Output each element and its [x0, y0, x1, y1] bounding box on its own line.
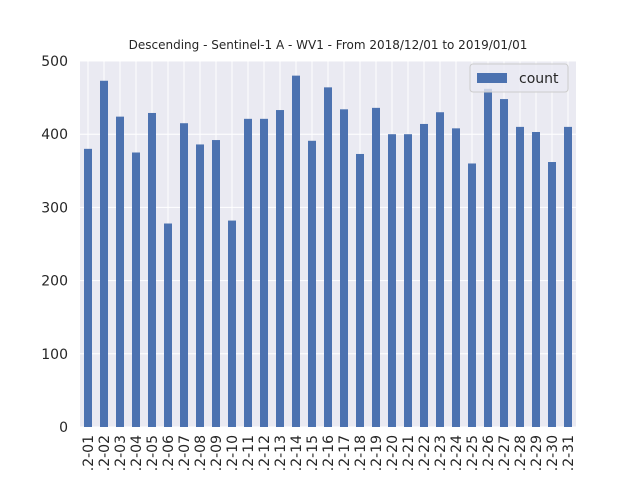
bar-2-26 — [484, 88, 492, 427]
bar-2-10 — [228, 220, 236, 427]
legend-box — [469, 63, 569, 93]
y-tick-label: 400 — [41, 127, 68, 143]
bar-2-13 — [276, 110, 284, 427]
bar-2-01 — [84, 148, 92, 427]
x-tick-label: .2-22 — [417, 435, 433, 471]
x-tick-label: .2-15 — [305, 435, 321, 471]
x-tick-label: .2-18 — [353, 435, 369, 471]
chart-title: Descending - Sentinel-1 A - WV1 - From 2… — [129, 38, 528, 52]
bar-2-08 — [196, 144, 204, 427]
x-axis-ticks: .2-01.2-02.2-03.2-04.2-05.2-06.2-07.2-08… — [81, 435, 577, 471]
bar-2-02 — [100, 80, 108, 427]
bar-2-15 — [308, 140, 316, 427]
bar-2-29 — [532, 132, 540, 427]
y-axis-ticks: 0 100 200 300 400 500 — [41, 54, 68, 436]
x-tick-label: .2-04 — [129, 435, 145, 471]
bar-2-27 — [500, 99, 508, 428]
bar-2-30 — [548, 162, 556, 428]
x-tick-label: .2-08 — [193, 435, 209, 471]
y-tick-label: 100 — [41, 347, 68, 363]
x-tick-label: .2-07 — [177, 435, 193, 471]
x-tick-label: .2-02 — [97, 435, 113, 471]
bar-2-07 — [180, 123, 188, 427]
x-tick-label: .2-13 — [273, 435, 289, 471]
x-tick-label: .2-16 — [321, 435, 337, 471]
x-tick-label: .2-17 — [337, 435, 353, 471]
y-tick-label: 300 — [41, 200, 68, 216]
x-tick-label: .2-30 — [545, 435, 561, 471]
bar-2-28 — [516, 126, 524, 427]
x-tick-label: .2-11 — [241, 435, 257, 471]
bars — [84, 75, 572, 428]
bar-2-14 — [292, 75, 300, 427]
x-tick-label: .2-24 — [449, 435, 465, 471]
bar-2-12 — [260, 118, 268, 427]
x-tick-label: .2-09 — [209, 435, 225, 471]
bar-2-25 — [468, 163, 476, 428]
x-tick-label: .2-25 — [465, 435, 481, 471]
bar-2-04 — [132, 152, 140, 427]
bar-2-17 — [340, 109, 348, 427]
bar-2-22 — [420, 123, 428, 428]
bar-2-19 — [372, 107, 380, 428]
x-tick-label: .2-26 — [481, 435, 497, 471]
bar-2-23 — [436, 112, 444, 428]
bar-2-31 — [564, 126, 572, 427]
x-tick-label: .2-01 — [81, 435, 97, 471]
x-tick-label: .2-19 — [369, 435, 385, 471]
x-tick-label: .2-29 — [529, 435, 545, 471]
bar-2-11 — [244, 118, 252, 427]
x-tick-label: .2-20 — [385, 435, 401, 471]
x-tick-label: .2-14 — [289, 435, 305, 471]
x-tick-label: .2-28 — [513, 435, 529, 471]
x-tick-label: .2-03 — [113, 435, 129, 471]
x-tick-label: .2-31 — [561, 435, 577, 471]
bar-2-21 — [404, 134, 412, 427]
x-tick-label: .2-10 — [225, 435, 241, 471]
bar-2-24 — [452, 128, 460, 427]
legend-label: count — [519, 71, 559, 87]
bar-2-16 — [324, 87, 332, 428]
x-tick-label: .2-23 — [433, 435, 449, 471]
bar-2-03 — [116, 116, 124, 427]
bar-2-18 — [356, 153, 364, 428]
legend: count — [469, 63, 569, 93]
legend-swatch — [477, 73, 507, 83]
y-tick-label: 0 — [59, 420, 68, 436]
bar-2-05 — [148, 112, 156, 428]
x-tick-label: .2-27 — [497, 435, 513, 471]
x-tick-label: .2-21 — [401, 435, 417, 471]
x-tick-label: .2-06 — [161, 435, 177, 471]
bar-2-20 — [388, 134, 396, 427]
bar-2-09 — [212, 140, 220, 427]
x-tick-label: .2-05 — [145, 435, 161, 471]
y-tick-label: 200 — [41, 274, 68, 290]
bar-2-06 — [164, 223, 172, 427]
x-tick-label: .2-12 — [257, 435, 273, 471]
y-tick-label: 500 — [41, 54, 68, 70]
